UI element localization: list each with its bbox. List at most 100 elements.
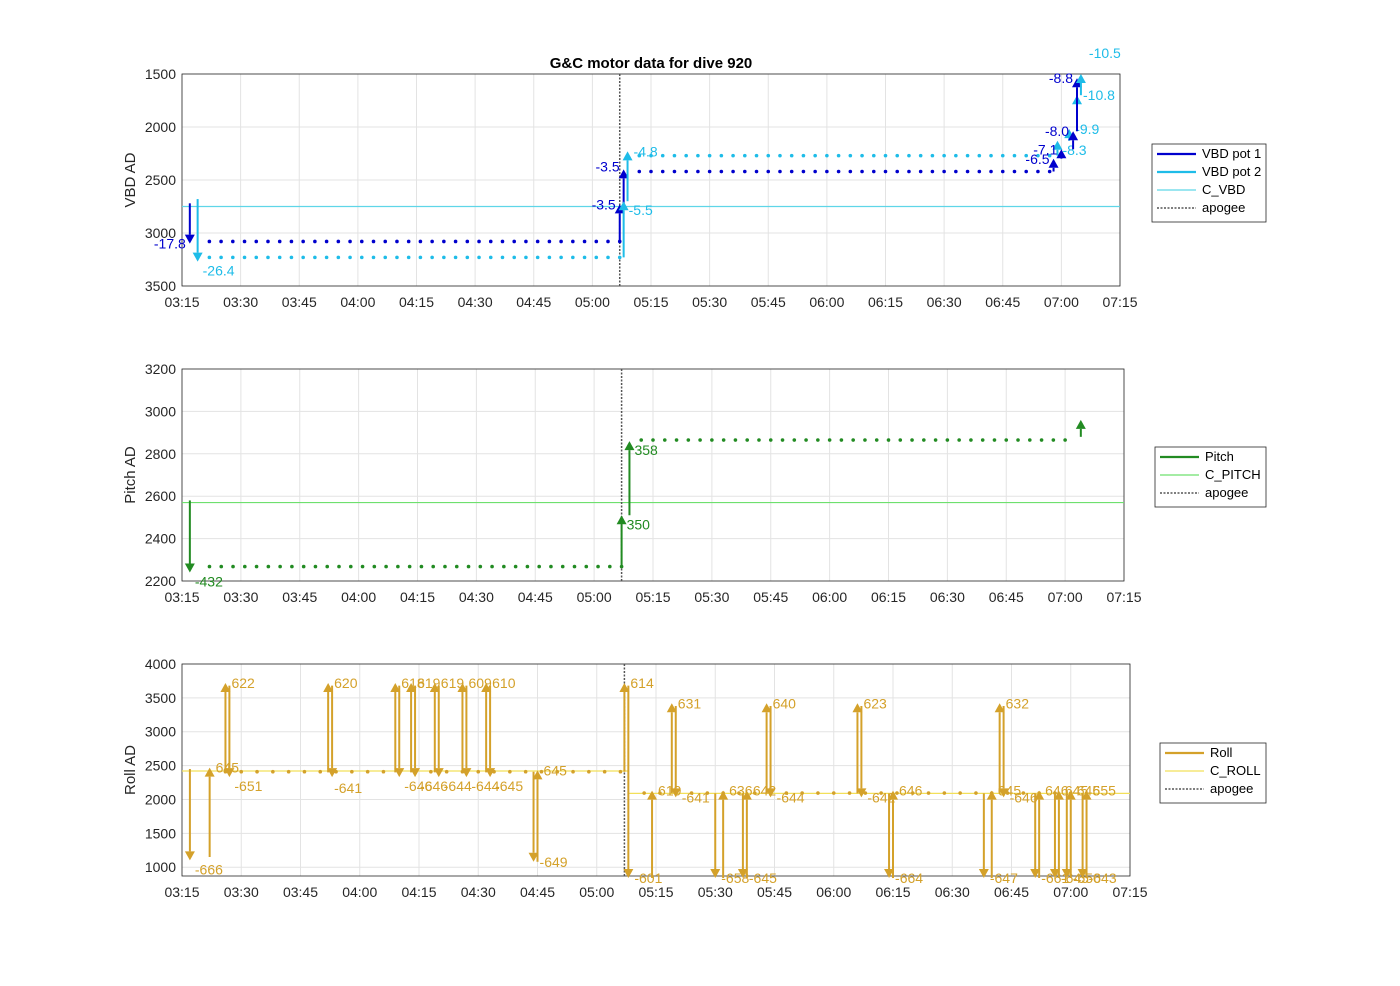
data-point (910, 791, 915, 795)
y-tick-label: 3000 (145, 225, 176, 241)
data-point (596, 564, 600, 569)
data-point (918, 169, 923, 174)
panel-3: 03:15 03:30 03:45 04:00 04:15 04:30 04:45 05:00… (122, 656, 1267, 900)
data-point (825, 169, 829, 174)
data-point (745, 438, 749, 442)
arrow-head (623, 869, 634, 879)
arrow-label: -5.5 (629, 202, 653, 218)
data-point (686, 438, 691, 442)
data-point (523, 769, 528, 774)
data-point (977, 169, 982, 174)
data-point (512, 255, 517, 260)
y-tick-label: 3000 (145, 403, 176, 419)
data-point (848, 153, 853, 158)
data-point (926, 791, 931, 795)
panel-2: 03:15 03:30 03:45 04:00 04:15 04:30 04:45 05:00… (122, 361, 1267, 605)
data-point (874, 438, 879, 442)
y-axis-label: Roll AD (122, 745, 139, 795)
arrow-label: 646 (899, 783, 923, 799)
arrow-label: -644 (444, 778, 472, 794)
x-tick-label: 06:45 (989, 589, 1024, 605)
arrow-label: -10.5 (1089, 45, 1121, 61)
y-tick-label: 4000 (145, 656, 176, 672)
data-point (559, 255, 563, 260)
y-tick-label: 2200 (145, 573, 176, 589)
data-point (958, 791, 962, 795)
data-point (1039, 438, 1044, 442)
x-tick-label: 05:00 (577, 589, 612, 605)
data-point (860, 153, 864, 158)
x-tick-label: 06:30 (927, 294, 962, 310)
arrow-head (624, 441, 635, 451)
data-point (825, 153, 829, 158)
data-point (639, 438, 644, 442)
arrow-label: -647 (990, 870, 1018, 886)
y-tick-label: 3200 (145, 361, 176, 377)
data-point (324, 239, 329, 244)
data-point (766, 153, 771, 158)
x-tick-label: 04:30 (458, 294, 493, 310)
data-point (219, 564, 224, 569)
arrow-label: -649 (540, 854, 568, 870)
arrow-label: 610 (492, 675, 516, 691)
data-point (513, 564, 518, 569)
data-point (444, 769, 449, 774)
data-point (478, 564, 483, 569)
data-point (371, 239, 376, 244)
data-point (642, 791, 646, 795)
data-point (430, 239, 434, 244)
data-point (731, 169, 735, 174)
data-point (547, 239, 552, 244)
arrow-head (978, 869, 989, 879)
data-point (365, 769, 370, 774)
data-point (831, 791, 836, 795)
arrow-label: 620 (334, 675, 358, 691)
arrow-head (1075, 74, 1086, 83)
arrow-head (1048, 158, 1059, 168)
data-point (525, 564, 530, 569)
data-point (608, 564, 612, 569)
data-point (977, 153, 982, 158)
data-point (942, 153, 946, 158)
data-point (731, 153, 735, 158)
data-point (813, 169, 817, 174)
data-point (618, 769, 623, 774)
arrow-label: -8.3 (1062, 142, 1086, 158)
y-tick-label: 2600 (145, 488, 176, 504)
data-point (453, 255, 458, 260)
data-point (301, 255, 305, 260)
data-point (406, 255, 411, 260)
arrow-head (1056, 149, 1067, 159)
x-tick-label: 04:30 (459, 589, 494, 605)
data-point (535, 255, 540, 260)
arrow-head (1075, 419, 1086, 429)
data-point (957, 438, 961, 442)
data-point (254, 255, 259, 260)
arrow-head (1034, 790, 1045, 800)
data-point (863, 791, 868, 795)
data-point (737, 791, 741, 795)
arrow-head (1077, 869, 1088, 879)
data-point (242, 255, 247, 260)
data-point (768, 438, 773, 442)
legend-label: C_VBD (1202, 182, 1245, 197)
data-point (442, 239, 446, 244)
data-point (705, 791, 710, 795)
x-tick-label: 06:00 (812, 589, 847, 605)
data-point (778, 153, 782, 158)
data-point (301, 564, 306, 569)
axes-box (181, 368, 1125, 582)
arrow-head (1030, 869, 1041, 879)
arrow-head (485, 768, 496, 778)
x-tick-label: 03:45 (282, 294, 317, 310)
arrow-label: 645 (216, 760, 240, 776)
data-point (313, 255, 317, 260)
legend-label: C_ROLL (1210, 763, 1261, 778)
arrow-label: -3.5 (592, 196, 616, 212)
arrow-head (184, 234, 195, 244)
x-tick-label: 07:15 (1106, 589, 1141, 605)
data-point (974, 791, 978, 795)
data-point (606, 255, 610, 260)
